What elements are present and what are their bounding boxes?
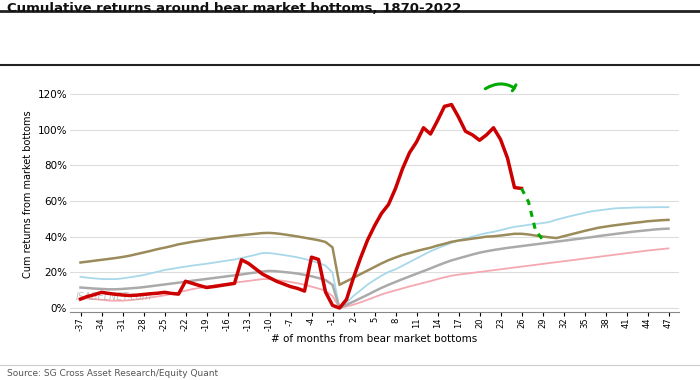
X-axis label: # of months from bear market bottoms: # of months from bear market bottoms <box>272 334 477 344</box>
Text: Source: SG Cross Asset Research/Equity Quant: Source: SG Cross Asset Research/Equity Q… <box>7 369 218 378</box>
Text: ISABELNET.com: ISABELNET.com <box>76 292 153 302</box>
Y-axis label: Cum returns from market bottoms: Cum returns from market bottoms <box>23 110 34 278</box>
Text: Cumulative returns around bear market bottoms, 1870-2022: Cumulative returns around bear market bo… <box>7 2 461 15</box>
